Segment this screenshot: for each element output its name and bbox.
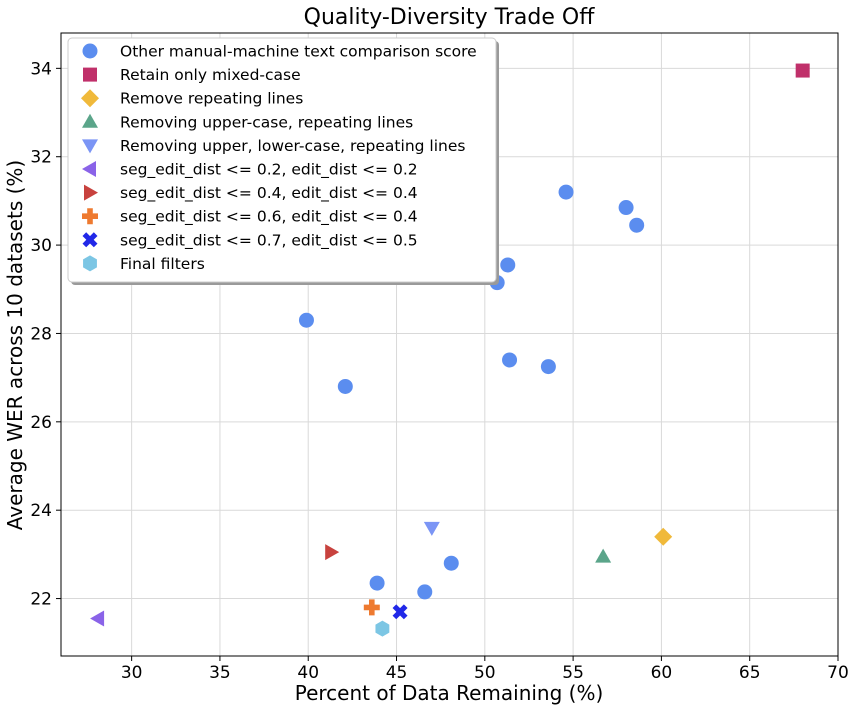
legend-label: seg_edit_dist <= 0.4, edit_dist <= 0.4: [120, 184, 418, 203]
data-point: [325, 544, 340, 561]
x-tick-label: 60: [651, 663, 673, 683]
data-points: [90, 63, 810, 637]
legend-label: Removing upper-case, repeating lines: [120, 113, 413, 131]
legend-marker: [83, 255, 97, 272]
data-point: [795, 63, 810, 78]
y-axis-title: Average WER across 10 datasets (%): [3, 160, 27, 530]
data-point: [500, 257, 516, 273]
legend-marker: [82, 208, 98, 225]
data-point: [443, 555, 459, 571]
x-tick-label: 30: [121, 663, 143, 683]
y-tick-label: 24: [30, 501, 52, 521]
data-point: [629, 217, 645, 233]
legend-label: seg_edit_dist <= 0.2, edit_dist <= 0.2: [120, 161, 418, 180]
data-point: [392, 604, 408, 620]
legend-marker: [84, 184, 98, 201]
x-tick-label: 35: [209, 663, 231, 683]
legend-label: seg_edit_dist <= 0.6, edit_dist <= 0.4: [120, 208, 418, 227]
legend-label: Final filters: [120, 255, 205, 273]
data-point: [423, 521, 440, 536]
data-point: [298, 312, 314, 328]
x-tick-label: 45: [386, 663, 408, 683]
y-tick-label: 32: [30, 148, 52, 168]
x-tick-label: 55: [562, 663, 584, 683]
x-tick-label: 70: [827, 663, 849, 683]
axes: 30 35 40 45 50 55 60 65 70 22 24 26 28 30 32 34: [30, 32, 849, 683]
legend-marker: [82, 139, 98, 154]
legend-label: Other manual-machine text comparison sco…: [120, 43, 477, 61]
legend-box: [67, 37, 497, 283]
x-tick-label: 40: [297, 663, 319, 683]
legend-label: Removing upper, lower-case, repeating li…: [120, 137, 465, 155]
x-tick-label: 65: [739, 663, 761, 683]
data-point: [540, 359, 556, 375]
legend-marker: [82, 113, 98, 128]
legend-label: Remove repeating lines: [120, 90, 303, 108]
data-point: [363, 599, 380, 616]
legend: Other manual-machine text comparison sco…: [67, 37, 499, 285]
data-point: [90, 610, 105, 627]
legend-label: Retain only mixed-case: [120, 66, 301, 84]
legend-marker: [82, 232, 98, 248]
y-tick-label: 26: [30, 413, 52, 433]
x-tick-label: 50: [474, 663, 496, 683]
data-point: [375, 620, 390, 637]
legend-marker: [81, 89, 99, 108]
legend-marker: [83, 67, 97, 82]
y-tick-label: 34: [30, 59, 52, 79]
data-point: [618, 200, 634, 216]
data-point: [595, 548, 612, 563]
y-tick-label: 28: [30, 324, 52, 344]
chart-title: Quality-Diversity Trade Off: [304, 5, 596, 30]
legend-marker: [82, 161, 96, 177]
data-point: [417, 584, 433, 600]
legend-marker: [82, 43, 98, 59]
y-tick-label: 22: [30, 590, 52, 610]
legend-label: seg_edit_dist <= 0.7, edit_dist <= 0.5: [120, 231, 418, 250]
data-point: [337, 378, 353, 394]
data-point: [654, 527, 673, 546]
x-axis-title: Percent of Data Remaining (%): [295, 681, 604, 705]
data-point: [558, 184, 574, 200]
data-point: [369, 575, 385, 591]
y-tick-label: 30: [30, 236, 52, 256]
plot-frame: [60, 32, 839, 657]
data-point: [502, 352, 518, 368]
